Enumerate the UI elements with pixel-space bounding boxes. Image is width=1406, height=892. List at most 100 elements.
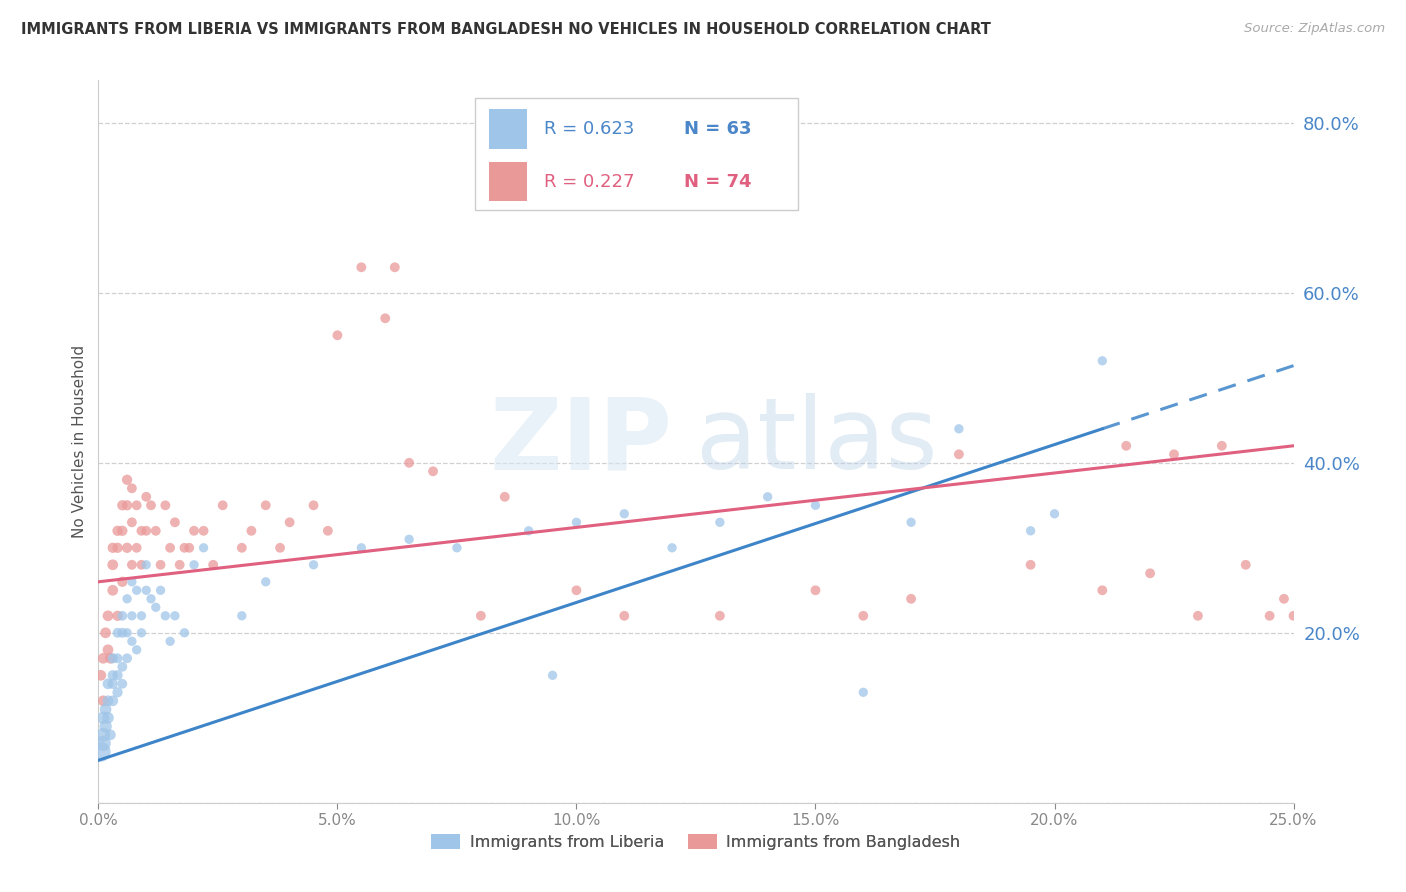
- Point: [97, 642, 120, 657]
- Point: [149, 583, 172, 598]
- Point: [94, 702, 117, 716]
- Point: [101, 651, 124, 665]
- Point: [231, 608, 253, 623]
- Point: [101, 668, 124, 682]
- Point: [97, 608, 120, 623]
- Point: [90, 668, 112, 682]
- Point: [1091, 353, 1114, 368]
- Point: [565, 516, 588, 530]
- Point: [565, 583, 588, 598]
- Point: [1234, 558, 1257, 572]
- Point: [121, 574, 143, 589]
- Point: [135, 558, 157, 572]
- Point: [756, 490, 779, 504]
- Point: [1163, 447, 1185, 461]
- Point: [121, 481, 143, 495]
- Point: [302, 498, 325, 512]
- Point: [115, 498, 138, 512]
- Point: [111, 498, 134, 512]
- Point: [139, 498, 162, 512]
- Point: [111, 677, 134, 691]
- Point: [1139, 566, 1161, 581]
- Point: [709, 608, 731, 623]
- Point: [131, 625, 153, 640]
- Point: [269, 541, 291, 555]
- Y-axis label: No Vehicles in Household: No Vehicles in Household: [72, 345, 87, 538]
- Point: [121, 558, 143, 572]
- Point: [374, 311, 396, 326]
- Point: [101, 694, 124, 708]
- Point: [131, 524, 153, 538]
- Point: [101, 558, 124, 572]
- Point: [91, 728, 114, 742]
- Point: [173, 541, 195, 555]
- Point: [125, 498, 148, 512]
- Point: [254, 498, 277, 512]
- Point: [1258, 608, 1281, 623]
- Point: [302, 558, 325, 572]
- Point: [278, 516, 301, 530]
- Point: [163, 608, 186, 623]
- Point: [163, 516, 186, 530]
- Text: N = 74: N = 74: [685, 173, 752, 192]
- Point: [1115, 439, 1137, 453]
- Point: [101, 677, 124, 691]
- Point: [131, 558, 153, 572]
- Point: [98, 651, 122, 665]
- Point: [115, 473, 138, 487]
- FancyBboxPatch shape: [475, 98, 797, 211]
- Point: [193, 541, 215, 555]
- Text: atlas: atlas: [696, 393, 938, 490]
- Point: [1091, 583, 1114, 598]
- Point: [326, 328, 349, 343]
- Point: [101, 583, 124, 598]
- FancyBboxPatch shape: [489, 109, 527, 149]
- Point: [139, 591, 162, 606]
- Point: [121, 608, 143, 623]
- Point: [159, 634, 181, 648]
- Point: [804, 583, 827, 598]
- Point: [422, 464, 444, 478]
- Point: [107, 541, 129, 555]
- Point: [852, 608, 875, 623]
- Text: ZIP: ZIP: [489, 393, 672, 490]
- Point: [1187, 608, 1209, 623]
- Point: [1019, 558, 1042, 572]
- Point: [131, 608, 153, 623]
- Point: [97, 694, 120, 708]
- Point: [125, 642, 148, 657]
- Text: IMMIGRANTS FROM LIBERIA VS IMMIGRANTS FROM BANGLADESH NO VEHICLES IN HOUSEHOLD C: IMMIGRANTS FROM LIBERIA VS IMMIGRANTS FR…: [21, 22, 991, 37]
- Point: [94, 625, 117, 640]
- Text: R = 0.623: R = 0.623: [544, 120, 634, 137]
- Point: [202, 558, 225, 572]
- Point: [107, 668, 129, 682]
- Point: [97, 711, 120, 725]
- Point: [1211, 439, 1233, 453]
- Point: [661, 541, 683, 555]
- Point: [94, 719, 117, 733]
- Point: [111, 574, 134, 589]
- Point: [900, 591, 922, 606]
- Text: Source: ZipAtlas.com: Source: ZipAtlas.com: [1244, 22, 1385, 36]
- FancyBboxPatch shape: [489, 161, 527, 202]
- Text: R = 0.227: R = 0.227: [544, 173, 634, 192]
- Point: [900, 516, 922, 530]
- Point: [1019, 524, 1042, 538]
- Point: [145, 600, 167, 615]
- Point: [155, 608, 177, 623]
- Point: [91, 736, 114, 750]
- Point: [97, 677, 120, 691]
- Point: [115, 591, 138, 606]
- Point: [111, 524, 134, 538]
- Point: [948, 422, 970, 436]
- Point: [111, 660, 134, 674]
- Point: [470, 608, 492, 623]
- Point: [149, 558, 172, 572]
- Point: [135, 490, 157, 504]
- Point: [115, 651, 138, 665]
- Point: [135, 583, 157, 598]
- Point: [350, 541, 373, 555]
- Point: [90, 745, 112, 759]
- Point: [183, 558, 205, 572]
- Point: [350, 260, 373, 275]
